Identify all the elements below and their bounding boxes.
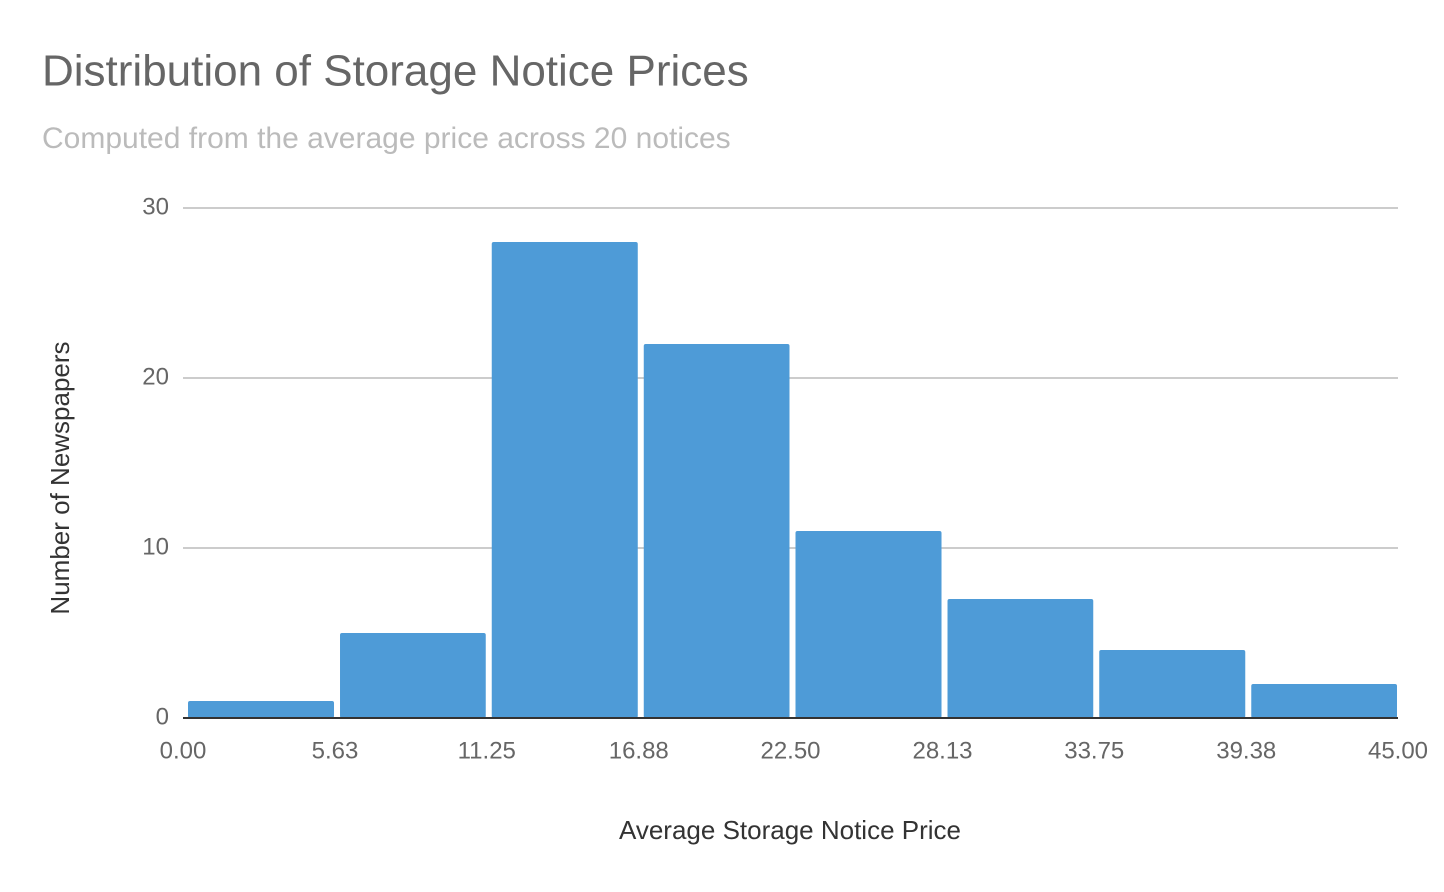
bar (1251, 684, 1397, 718)
x-tick-label: 16.88 (609, 737, 669, 764)
bar (643, 344, 790, 718)
bar (795, 531, 942, 718)
bar (491, 242, 638, 718)
y-tick-label: 10 (142, 533, 169, 560)
x-tick-label: 39.38 (1216, 737, 1276, 764)
y-axis-title: Number of Newspapers (45, 341, 75, 614)
x-axis-title: Average Storage Notice Price (619, 815, 961, 845)
x-tick-label: 5.63 (312, 737, 359, 764)
x-tick-label: 11.25 (458, 737, 516, 764)
x-tick-label: 45.00 (1368, 737, 1428, 764)
x-tick-label: 33.75 (1064, 737, 1124, 764)
bar (1099, 650, 1246, 718)
x-tick-label: 0.00 (160, 737, 207, 764)
y-tick-label: 30 (142, 193, 169, 220)
bar (947, 599, 1094, 718)
bar (340, 633, 486, 718)
bar (188, 701, 335, 718)
x-tick-label: 22.50 (760, 737, 820, 764)
y-tick-label: 20 (142, 363, 169, 390)
y-tick-label: 0 (156, 703, 169, 730)
x-tick-label: 28.13 (912, 737, 972, 764)
chart-title: Distribution of Storage Notice Prices (42, 47, 749, 96)
chart-subtitle: Computed from the average price across 2… (42, 122, 731, 155)
